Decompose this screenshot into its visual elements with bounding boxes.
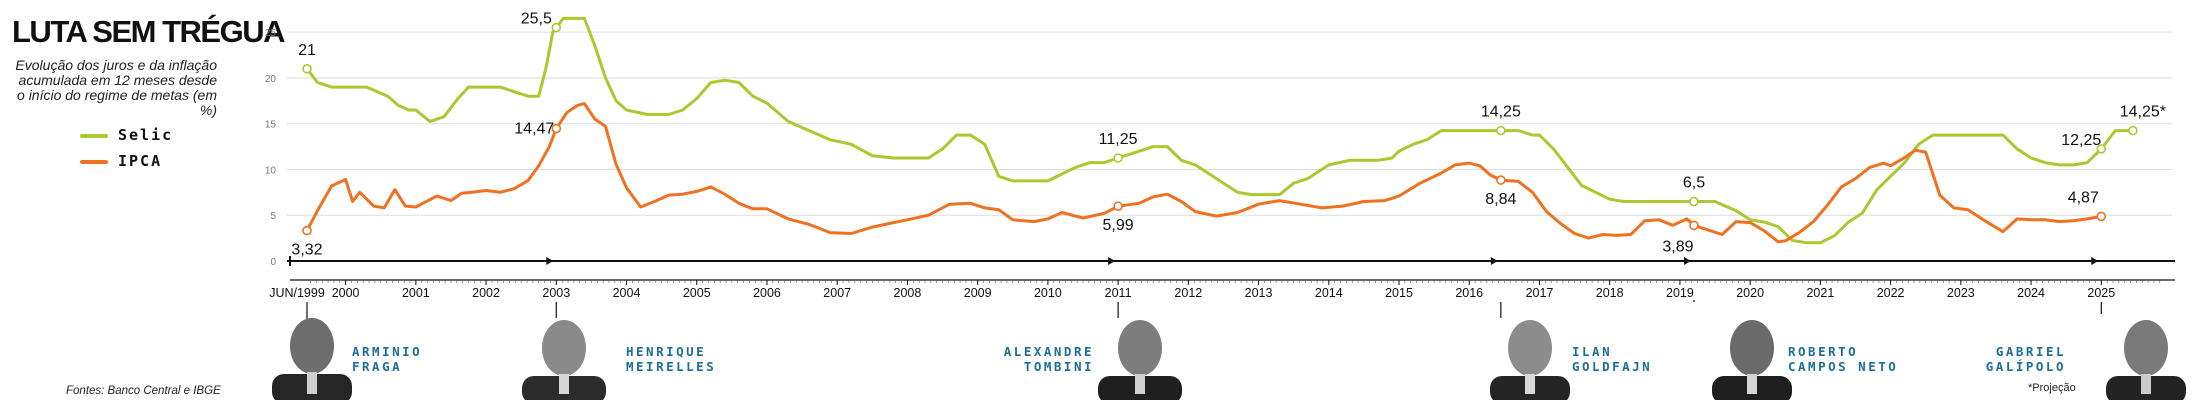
legend-item-ipca: IPCA	[80, 152, 163, 170]
data-label: 8,84	[1485, 191, 1516, 208]
y-tick-label: 25	[265, 28, 277, 39]
x-tick-label: 2013	[1245, 286, 1273, 300]
term-arrow	[1108, 257, 1116, 265]
data-label: 25,5	[521, 11, 552, 28]
term-arrow	[546, 257, 554, 265]
portrait-roberto-campos-neto-icon	[1706, 308, 1798, 400]
x-tick-label: 2002	[472, 286, 500, 300]
annotation-marker	[2096, 144, 2107, 154]
y-tick-label: 0	[270, 257, 276, 268]
portrait-gabriel-galipolo-icon	[2100, 308, 2192, 400]
data-label: 3,32	[291, 242, 322, 259]
y-tick-label: 20	[265, 74, 277, 85]
legend-item-selic: Selic	[80, 126, 174, 144]
annotation-marker	[2128, 125, 2138, 136]
data-label: 12,25	[2061, 132, 2101, 149]
legend-label-selic: Selic	[118, 126, 174, 144]
y-tick-label: 15	[265, 120, 277, 131]
x-tick-label: 2006	[753, 286, 781, 300]
term-arrow	[1683, 257, 1691, 265]
data-label: 14,47	[514, 121, 554, 138]
x-tick-label: 2009	[964, 286, 992, 300]
president-name-2: HENRIQUE MEIRELLES	[626, 344, 717, 374]
x-tick-label: 2022	[1877, 286, 1905, 300]
portrait-alexandre-tombini-icon	[1092, 308, 1188, 400]
data-label: 6,5	[1683, 175, 1705, 192]
x-tick-label: 2025	[2087, 286, 2115, 300]
x-tick-label: 2004	[613, 286, 641, 300]
x-tick-label: 2003	[542, 286, 570, 300]
series-line-ipca	[305, 102, 2103, 244]
annotation-marker	[2096, 211, 2107, 222]
term-arrow	[1490, 257, 1498, 265]
x-tick-label: 2014	[1315, 286, 1343, 300]
sources-note: Fontes: Banco Central e IBGE	[66, 385, 221, 397]
annotation-marker	[1689, 196, 1699, 207]
annotation-marker	[551, 22, 562, 33]
portrait-henrique-meirelles-icon	[516, 308, 612, 400]
data-label: 14,25*	[2120, 104, 2166, 121]
x-tick-label: 2015	[1385, 286, 1413, 300]
annotation-marker	[1689, 220, 1699, 231]
president-name-5: ROBERTO CAMPOS NETO	[1788, 344, 1899, 374]
x-tick-label: 2001	[402, 286, 430, 300]
y-tick-label: 10	[265, 165, 277, 176]
data-label: 3,89	[1662, 238, 1693, 255]
term-arrow	[2091, 257, 2099, 265]
annotation-marker	[302, 225, 312, 236]
chart-subtitle: Evolução dos juros e da inflação acumula…	[15, 57, 217, 118]
annotation-marker	[1113, 201, 1123, 211]
x-tick-label: 2005	[683, 286, 711, 300]
x-tick-label: 2011	[1105, 286, 1132, 300]
x-tick-label: 2023	[1947, 286, 1975, 300]
x-tick-label: 2007	[823, 286, 851, 300]
legend-swatch-selic	[80, 134, 108, 138]
president-name-6: GABRIEL GALÍPOLO	[1985, 344, 2066, 374]
data-label: 11,25	[1099, 131, 1138, 148]
x-tick-label: 2010	[1034, 286, 1062, 300]
projection-note: *Projeção	[2028, 382, 2076, 394]
y-tick-label: 5	[270, 211, 276, 222]
x-tick-label: 2017	[1526, 286, 1554, 300]
x-tick-label: 2021	[1806, 286, 1834, 300]
annotation-marker	[1496, 175, 1506, 185]
president-name-4: ILAN GOLDFAJN	[1572, 344, 1653, 374]
x-tick-label: 2008	[894, 286, 922, 300]
x-tick-label: 2019	[1666, 286, 1694, 300]
data-label: 4,87	[2068, 189, 2099, 206]
x-tick-label: 2024	[2017, 286, 2045, 300]
x-tick-label: JUN/1999	[269, 286, 325, 300]
chart-title: LUTA SEM TRÉGUA	[12, 14, 286, 49]
legend-swatch-ipca	[80, 160, 108, 164]
data-label: 21	[298, 42, 316, 59]
data-label: 5,99	[1103, 217, 1134, 234]
annotation-marker	[1113, 153, 1123, 163]
x-tick-label: 2000	[332, 286, 360, 300]
annotation-marker	[551, 123, 562, 134]
president-name-1: ARMINIO FRAGA	[352, 344, 423, 374]
x-tick-label: 2016	[1455, 286, 1483, 300]
portrait-ilan-goldfajn-icon	[1484, 308, 1576, 400]
x-tick-label: 2018	[1596, 286, 1624, 300]
series-line-selic	[305, 16, 2135, 245]
annotation-marker	[302, 63, 312, 74]
x-tick-label: 2012	[1174, 286, 1202, 300]
annotation-marker	[1496, 125, 1506, 136]
portrait-arminio-fraga-icon	[266, 308, 358, 400]
president-name-3: ALEXANDRE TOMBINI	[1003, 344, 1094, 374]
legend-label-ipca: IPCA	[118, 152, 163, 170]
x-tick-label: 2020	[1736, 286, 1764, 300]
data-label: 14,25	[1481, 104, 1521, 121]
